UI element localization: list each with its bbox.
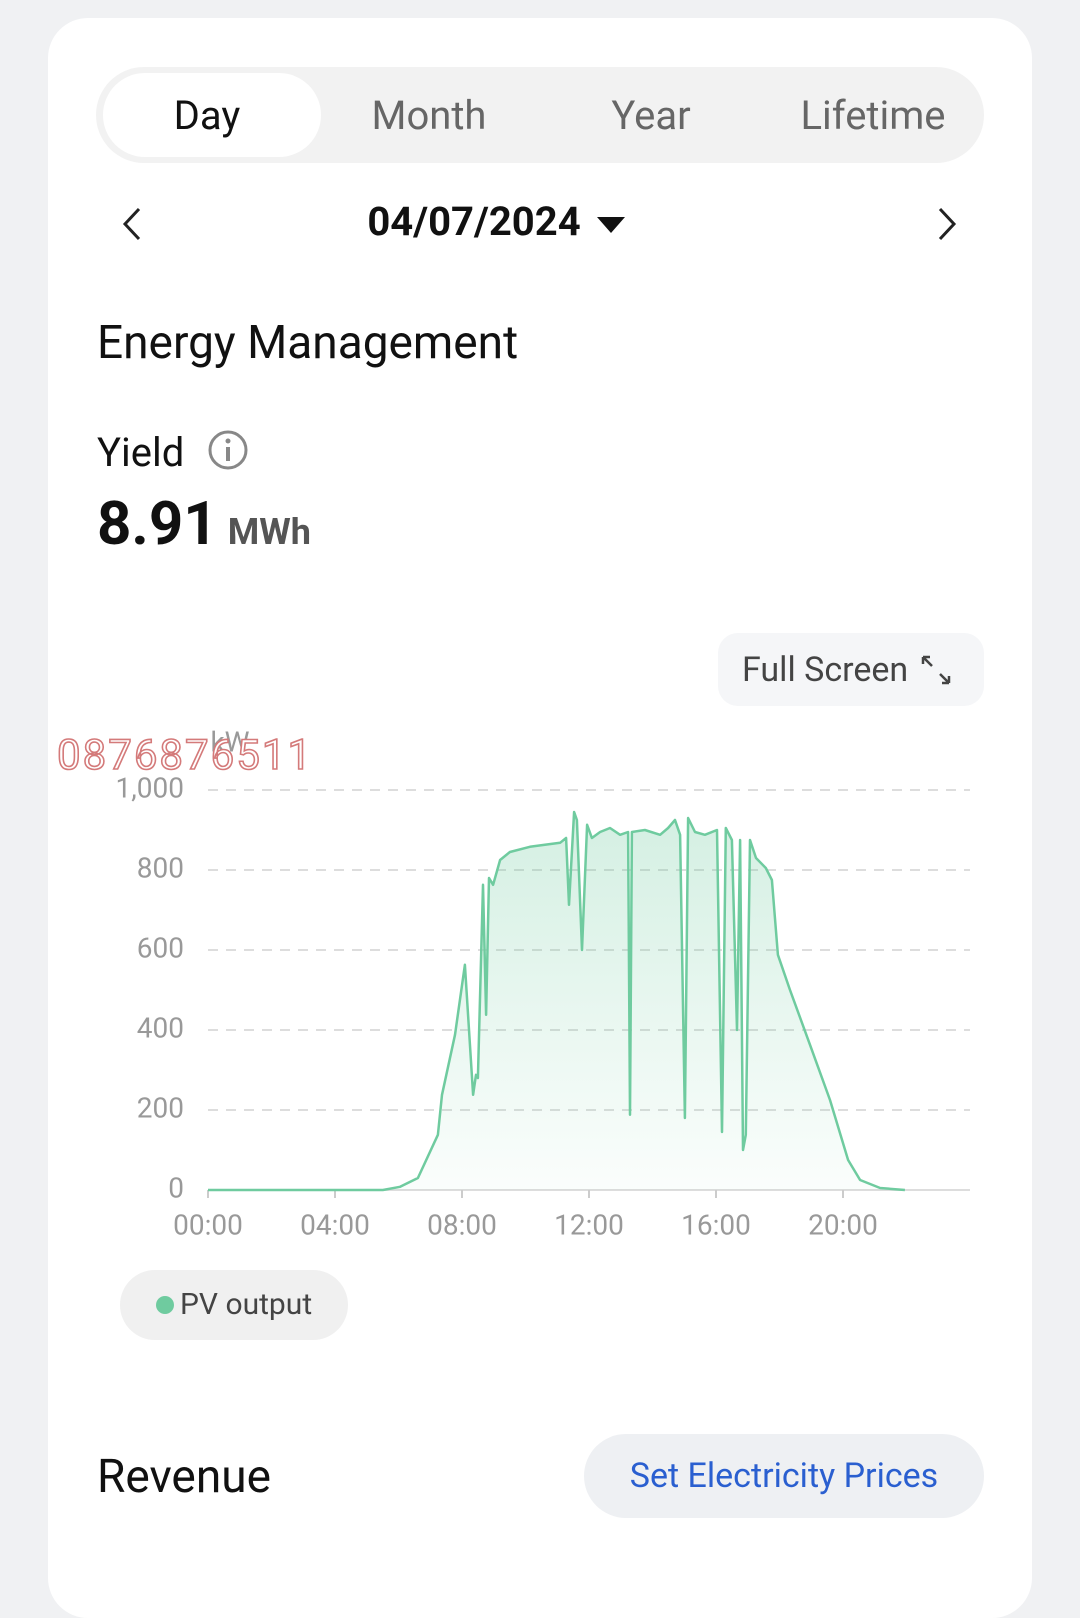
legend-label: PV output bbox=[180, 1287, 312, 1322]
legend-swatch bbox=[156, 1296, 174, 1314]
x-tick-label: 00:00 bbox=[173, 1208, 243, 1241]
revenue-title: Revenue bbox=[97, 1450, 271, 1504]
tab[interactable]: Month bbox=[371, 91, 487, 139]
tab-bar: Day Month Year Lifetime bbox=[96, 67, 984, 163]
y-tick-label: 800 bbox=[137, 851, 184, 884]
x-tick-label: 04:00 bbox=[300, 1208, 370, 1241]
y-tick-label: 1,000 bbox=[116, 771, 184, 804]
watermark: 0876876511 bbox=[57, 731, 313, 780]
tab-selected-bg bbox=[103, 73, 321, 157]
yield-number: 8.91 bbox=[97, 488, 218, 559]
full-screen-label[interactable]: Full Screen bbox=[742, 649, 909, 690]
set-prices-button[interactable]: Set Electricity Prices bbox=[584, 1434, 984, 1518]
chart: kW 0876876511 0 200 400 600 800 1,000 00:00 04:… bbox=[56, 725, 970, 1340]
y-tick-label: 400 bbox=[137, 1011, 184, 1044]
section-title: Energy Management bbox=[97, 316, 519, 370]
expand-icon bbox=[921, 655, 951, 684]
full-screen-button[interactable]: Full Screen bbox=[718, 633, 984, 706]
tab[interactable]: Year bbox=[611, 91, 691, 139]
prev-arrow[interactable] bbox=[115, 205, 147, 243]
card bbox=[48, 18, 1032, 1618]
yield-label: Yield bbox=[97, 428, 250, 476]
x-tick-label: 08:00 bbox=[427, 1208, 497, 1241]
info-icon[interactable] bbox=[206, 428, 250, 472]
y-unit: kW bbox=[210, 725, 249, 758]
dropdown-icon bbox=[596, 217, 625, 234]
yield-unit: MWh bbox=[227, 511, 311, 553]
y-tick-label: 0 bbox=[168, 1171, 184, 1204]
tab[interactable]: Day bbox=[173, 91, 241, 139]
tab[interactable]: Lifetime bbox=[800, 91, 946, 139]
page: Day Month Year Lifetime 04/07/2024 Energ… bbox=[0, 18, 1032, 1618]
date-picker[interactable]: 04/07/2024 bbox=[0, 198, 1008, 245]
x-tick-label: 20:00 bbox=[808, 1208, 878, 1241]
yield-label-text: Yield bbox=[97, 429, 185, 476]
date[interactable]: 04/07/2024 bbox=[367, 198, 581, 245]
area-fill bbox=[208, 812, 905, 1190]
next-arrow[interactable] bbox=[932, 205, 964, 243]
legend[interactable] bbox=[120, 1270, 348, 1340]
y-tick-label: 200 bbox=[137, 1091, 184, 1124]
y-tick-label: 600 bbox=[137, 931, 184, 964]
series-line bbox=[208, 810, 906, 1192]
yield-value: 8.91 MWh bbox=[97, 488, 311, 559]
x-tick-label: 12:00 bbox=[554, 1208, 624, 1241]
x-tick-label: 16:00 bbox=[681, 1208, 751, 1241]
